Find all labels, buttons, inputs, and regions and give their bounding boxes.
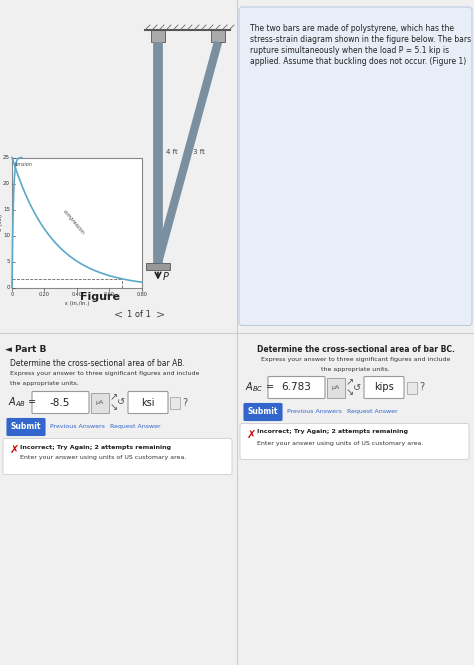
FancyBboxPatch shape [3, 438, 232, 475]
Text: 5: 5 [7, 259, 10, 264]
Text: 0: 0 [7, 285, 10, 290]
Bar [146, 263, 170, 269]
FancyBboxPatch shape [239, 7, 472, 325]
Text: ↗: ↗ [346, 378, 354, 388]
Text: Enter your answer using units of US customary area.: Enter your answer using units of US cust… [257, 440, 423, 446]
Text: -8.5: -8.5 [50, 398, 70, 408]
Text: 0.80: 0.80 [137, 291, 147, 297]
Text: Previous Answers: Previous Answers [287, 409, 342, 414]
Text: Request Answer: Request Answer [110, 424, 161, 429]
Text: The two bars are made of polystyrene, which has the: The two bars are made of polystyrene, wh… [250, 24, 454, 33]
Bar [91, 392, 109, 412]
FancyBboxPatch shape [7, 418, 45, 436]
Text: ε (in./in.): ε (in./in.) [65, 301, 89, 305]
Text: 0.60: 0.60 [104, 291, 115, 297]
Text: 0: 0 [10, 291, 14, 297]
Text: Incorrect; Try Again; 2 attempts remaining: Incorrect; Try Again; 2 attempts remaini… [257, 430, 408, 434]
FancyBboxPatch shape [244, 404, 282, 420]
Text: 15: 15 [3, 207, 10, 212]
Text: Request Answer: Request Answer [347, 409, 398, 414]
FancyBboxPatch shape [364, 376, 404, 398]
Text: Previous Answers: Previous Answers [50, 424, 105, 429]
FancyBboxPatch shape [268, 376, 325, 398]
Text: Submit: Submit [11, 422, 41, 431]
Text: kips: kips [374, 382, 394, 392]
Text: 0.40: 0.40 [72, 291, 82, 297]
Text: ◄ Part B: ◄ Part B [5, 346, 46, 354]
Text: ✗: ✗ [10, 444, 19, 454]
FancyBboxPatch shape [128, 392, 168, 414]
Text: ↺: ↺ [353, 382, 361, 392]
Text: Determine the cross-sectional area of bar BC.: Determine the cross-sectional area of ba… [256, 346, 455, 354]
Text: ↘: ↘ [346, 388, 354, 398]
Text: ↘: ↘ [110, 402, 118, 412]
Text: μA: μA [332, 385, 340, 390]
Text: 3 ft: 3 ft [193, 149, 205, 155]
Bar [12, 158, 142, 287]
Text: μA: μA [96, 400, 104, 405]
Text: P: P [163, 273, 169, 283]
Text: the appropriate units.: the appropriate units. [321, 366, 390, 372]
Text: Express your answer to three significant figures and include: Express your answer to three significant… [261, 358, 450, 362]
Text: Determine the cross-sectional area of bar AB.: Determine the cross-sectional area of ba… [10, 360, 185, 368]
Text: Incorrect; Try Again; 2 attempts remaining: Incorrect; Try Again; 2 attempts remaini… [20, 444, 171, 450]
Text: 4 ft: 4 ft [166, 149, 178, 155]
Text: ↗: ↗ [110, 392, 118, 402]
Bar [170, 396, 180, 408]
Text: ?: ? [182, 398, 188, 408]
Text: 0.20: 0.20 [39, 291, 50, 297]
Text: rupture simultaneously when the load P = 5.1 kip is: rupture simultaneously when the load P =… [250, 46, 449, 55]
Text: Enter your answer using units of US customary area.: Enter your answer using units of US cust… [20, 456, 186, 460]
Text: 20: 20 [3, 181, 10, 186]
Text: stress-strain diagram shown in the figure below. The bars: stress-strain diagram shown in the figur… [250, 35, 471, 44]
FancyBboxPatch shape [32, 392, 89, 414]
Text: σ (ksi): σ (ksi) [0, 214, 3, 231]
Text: ?: ? [419, 382, 425, 392]
Text: 6.783: 6.783 [281, 382, 311, 392]
Bar [407, 382, 417, 394]
Text: $A_{BC}$ =: $A_{BC}$ = [245, 380, 274, 394]
Text: Submit: Submit [248, 407, 278, 416]
Text: applied. Assume that buckling does not occur. (Figure 1): applied. Assume that buckling does not o… [250, 57, 466, 66]
Text: Figure: Figure [80, 293, 120, 303]
Bar [151, 30, 165, 42]
Bar [327, 378, 345, 398]
Text: 1 of 1: 1 of 1 [127, 310, 150, 319]
Text: $A_{AB}$ =: $A_{AB}$ = [8, 396, 37, 410]
Text: 25: 25 [3, 155, 10, 160]
Text: ✗: ✗ [247, 430, 256, 440]
Text: <: < [114, 309, 123, 319]
Text: the appropriate units.: the appropriate units. [10, 380, 79, 386]
Text: compression: compression [62, 209, 85, 236]
Text: ↺: ↺ [117, 398, 125, 408]
Text: tension: tension [15, 162, 33, 168]
Bar [211, 30, 225, 42]
Text: ksi: ksi [141, 398, 155, 408]
Text: Express your answer to three significant figures and include: Express your answer to three significant… [10, 372, 200, 376]
Text: >: > [156, 309, 165, 319]
FancyBboxPatch shape [240, 424, 469, 460]
Text: 10: 10 [3, 233, 10, 238]
